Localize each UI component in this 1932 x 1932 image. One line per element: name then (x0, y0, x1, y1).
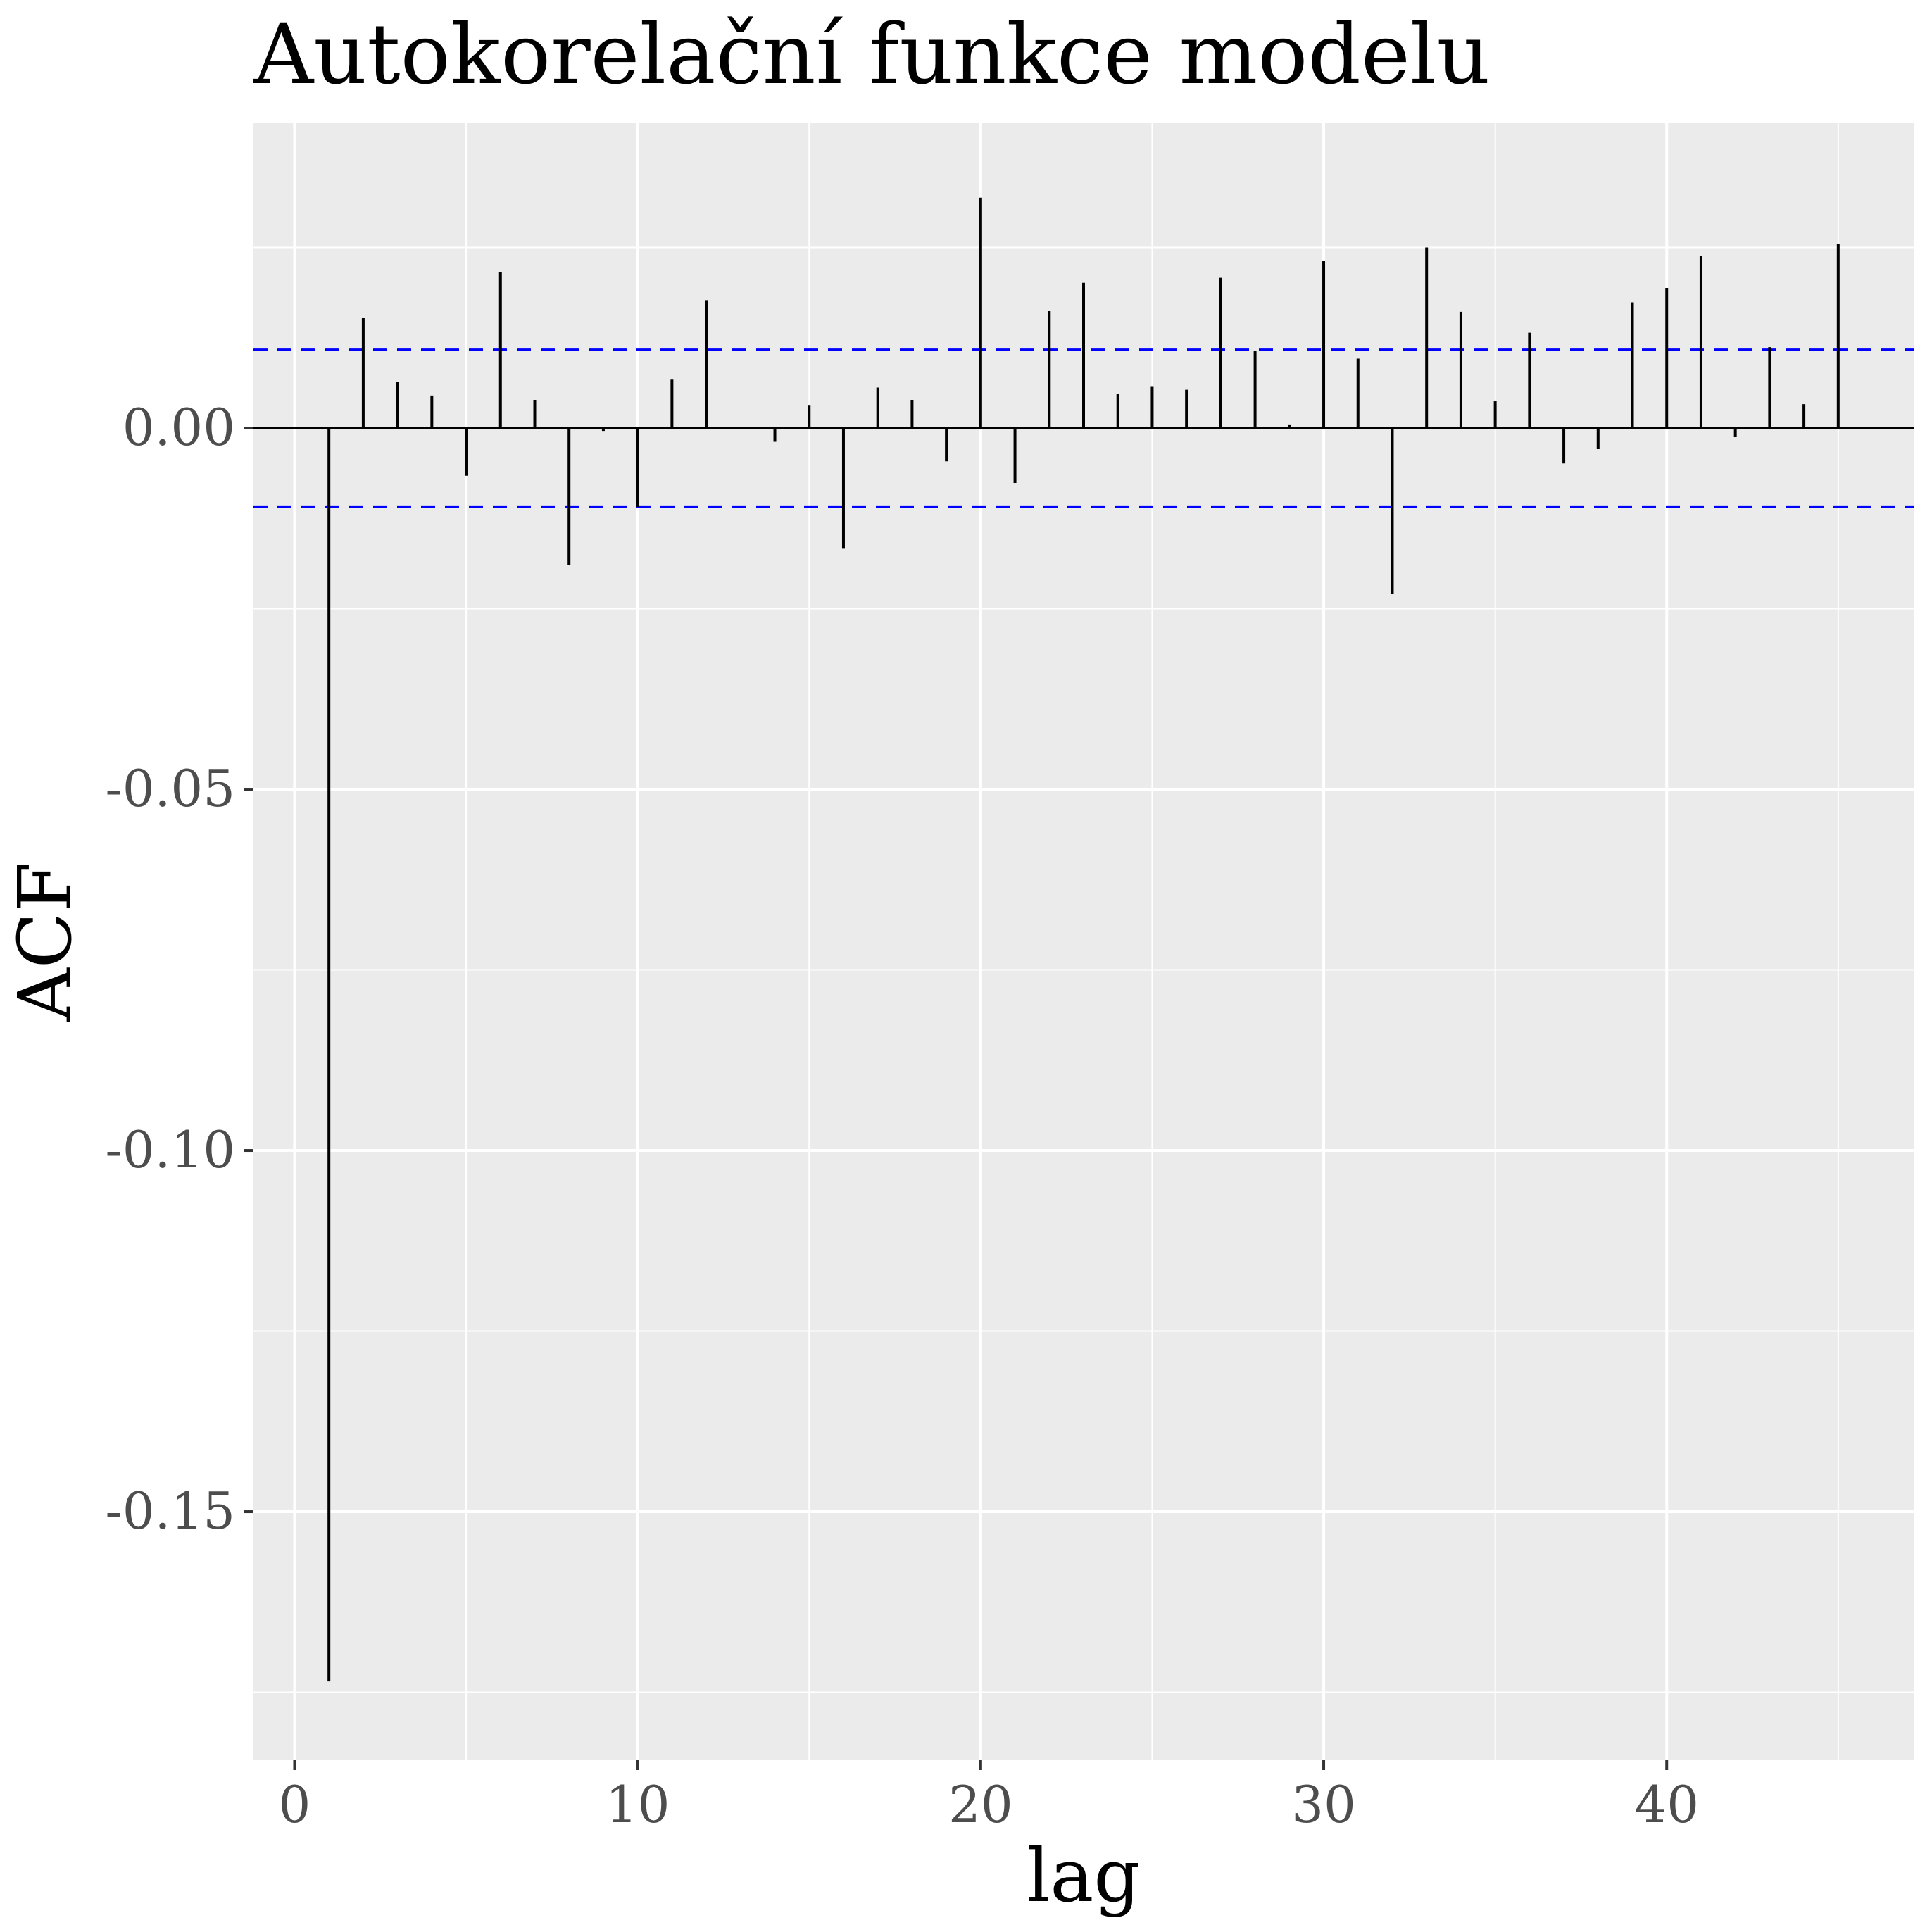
acf-bars (327, 197, 1840, 1682)
y-tick-label: 0.00 (123, 398, 235, 457)
chart-title: Autokorelační funkce modelu (253, 6, 1491, 103)
x-tick-label: 30 (1291, 1775, 1356, 1834)
x-axis-title: lag (1027, 1833, 1141, 1919)
y-tick-label: -0.15 (105, 1481, 235, 1541)
x-tick-label: 40 (1634, 1775, 1699, 1834)
y-tick-label: -0.10 (105, 1120, 235, 1179)
x-tick-label: 0 (279, 1775, 311, 1834)
y-axis-title: ACF (2, 862, 88, 1022)
y-tick-label: -0.05 (105, 759, 235, 818)
confidence-bands (253, 348, 1914, 508)
x-tick-label: 10 (606, 1775, 670, 1834)
x-tick-label: 20 (948, 1775, 1013, 1834)
x-axis-ticks: 0 10 20 30 40 (279, 1760, 1699, 1834)
y-axis-ticks: 0.00 -0.05 -0.10 -0.15 (105, 398, 253, 1541)
